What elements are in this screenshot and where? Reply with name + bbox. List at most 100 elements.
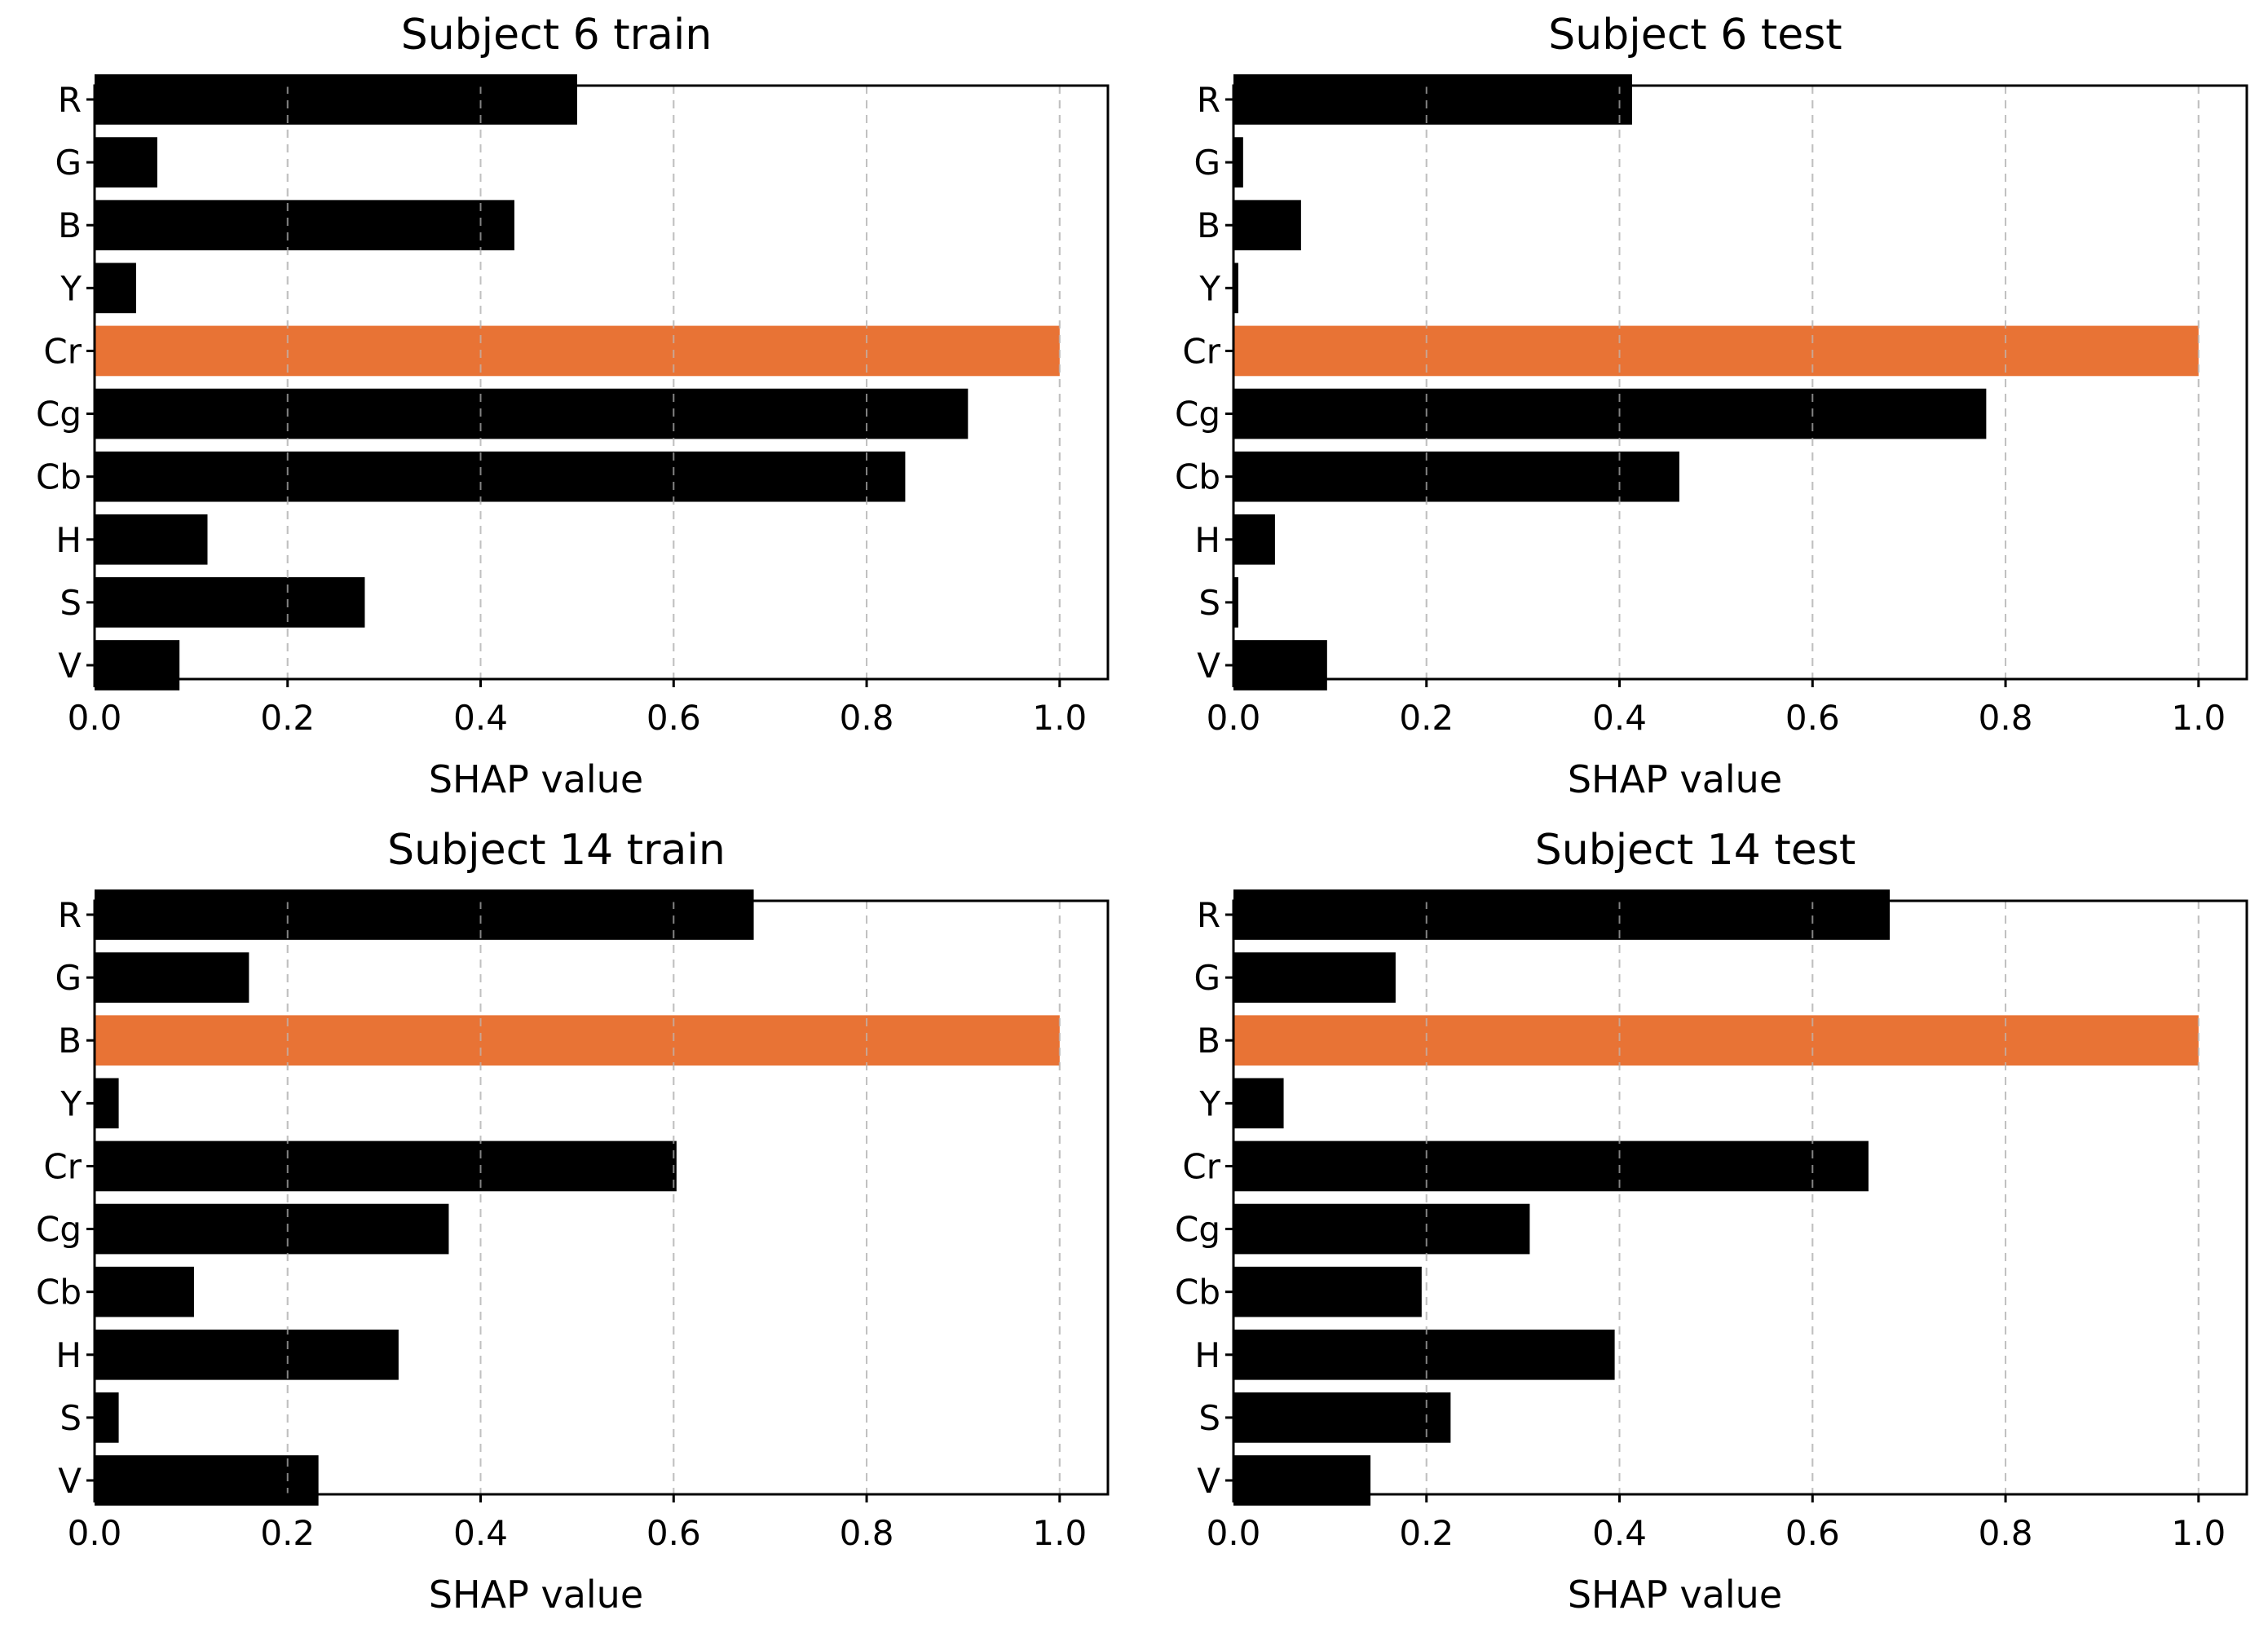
- bar-cg: [95, 388, 969, 439]
- y-tick-label: Cg: [1175, 1210, 1220, 1250]
- bar-cb: [95, 451, 906, 502]
- x-tick-label: 0.4: [1592, 1513, 1647, 1553]
- bar-cr: [95, 325, 1060, 377]
- bar-g: [1233, 952, 1396, 1003]
- bar-y: [1233, 263, 1238, 314]
- bar-h: [1233, 514, 1275, 565]
- x-tick-label: 0.4: [453, 698, 508, 738]
- x-tick-label: 0.0: [68, 1513, 122, 1553]
- bar-s: [95, 1392, 119, 1443]
- y-tick-label: B: [1197, 1021, 1220, 1061]
- x-axis-label: SHAP value: [1568, 757, 1782, 801]
- y-tick-label: Cg: [36, 395, 82, 435]
- chart-title: Subject 14 train: [387, 826, 726, 875]
- bar-s: [1233, 1392, 1451, 1443]
- y-tick-label: Y: [1198, 268, 1220, 308]
- y-tick-label: V: [1197, 646, 1220, 686]
- x-tick-label: 0.2: [260, 698, 315, 738]
- x-tick-label: 0.6: [1785, 698, 1840, 738]
- y-tick-label: R: [1197, 895, 1220, 935]
- bar-y: [95, 263, 136, 314]
- bar-v: [95, 1455, 319, 1506]
- x-tick-label: 0.6: [646, 1513, 701, 1553]
- y-tick-label: Y: [60, 268, 82, 308]
- plot-frame: [1232, 84, 2248, 681]
- x-tick-label: 1.0: [1032, 698, 1087, 738]
- bar-r: [95, 74, 577, 125]
- bar-cr: [95, 1140, 677, 1192]
- bar-y: [1233, 1078, 1284, 1129]
- chart-title: Subject 14 test: [1535, 826, 1855, 875]
- bar-cg: [1233, 388, 1987, 439]
- x-axis-label: SHAP value: [429, 1573, 643, 1617]
- y-tick-label: Cr: [1182, 1146, 1220, 1186]
- bar-v: [1233, 1455, 1371, 1506]
- y-tick-label: B: [58, 205, 82, 245]
- x-tick-label: 0.4: [453, 1513, 508, 1553]
- bar-g: [1233, 137, 1243, 188]
- bar-y: [95, 1078, 119, 1129]
- x-tick-label: 1.0: [2171, 1513, 2226, 1553]
- y-tick-label: Cb: [36, 1273, 82, 1313]
- x-tick-label: 0.8: [1979, 698, 2033, 738]
- bar-cb: [1233, 1266, 1422, 1317]
- bar-b: [95, 200, 514, 251]
- x-tick-label: 0.4: [1592, 698, 1647, 738]
- y-tick-label: Cg: [36, 1210, 82, 1250]
- x-tick-label: 0.0: [1207, 1513, 1261, 1553]
- y-tick-label: Cb: [1175, 457, 1220, 497]
- bar-b: [95, 1015, 1060, 1066]
- bar-r: [1233, 889, 1890, 940]
- y-tick-label: B: [58, 1021, 82, 1061]
- x-tick-label: 0.8: [840, 1513, 894, 1553]
- x-tick-label: 0.8: [840, 698, 894, 738]
- y-tick-label: V: [58, 646, 82, 686]
- bar-s: [95, 577, 365, 628]
- x-tick-label: 0.2: [1399, 1513, 1454, 1553]
- x-tick-label: 0.0: [68, 698, 122, 738]
- y-tick-label: H: [1194, 1335, 1220, 1375]
- y-tick-label: H: [55, 520, 82, 560]
- y-tick-label: G: [55, 143, 82, 183]
- y-tick-label: Cb: [36, 457, 82, 497]
- y-tick-label: Y: [1198, 1083, 1220, 1123]
- x-tick-label: 0.6: [646, 698, 701, 738]
- bar-s: [1233, 577, 1238, 628]
- bar-g: [95, 952, 249, 1003]
- bar-cb: [1233, 451, 1679, 502]
- plot-frame: [93, 899, 1110, 1496]
- bar-cb: [95, 1266, 194, 1317]
- y-tick-label: Cb: [1175, 1273, 1220, 1313]
- y-tick-label: S: [1198, 583, 1220, 623]
- y-tick-label: H: [1194, 520, 1220, 560]
- bar-g: [95, 137, 157, 188]
- y-tick-label: H: [55, 1335, 82, 1375]
- y-tick-label: R: [58, 895, 82, 935]
- bar-cr: [1233, 325, 2199, 377]
- x-tick-label: 0.2: [260, 1513, 315, 1553]
- bar-h: [95, 1329, 399, 1380]
- y-tick-label: Y: [60, 1083, 82, 1123]
- plot-frame: [93, 84, 1110, 681]
- bar-cg: [1233, 1203, 1530, 1255]
- x-axis-label: SHAP value: [429, 757, 643, 801]
- y-tick-label: G: [1194, 958, 1220, 998]
- x-tick-label: 1.0: [2171, 698, 2226, 738]
- y-tick-label: R: [58, 80, 82, 120]
- y-tick-label: V: [58, 1461, 82, 1501]
- plot-frame: [1232, 899, 2248, 1496]
- y-tick-label: G: [55, 958, 82, 998]
- y-tick-label: S: [60, 1398, 82, 1438]
- y-tick-label: R: [1197, 80, 1220, 120]
- y-tick-label: Cr: [43, 331, 82, 371]
- x-tick-label: 1.0: [1032, 1513, 1087, 1553]
- y-tick-label: G: [1194, 143, 1220, 183]
- y-tick-label: Cr: [1182, 331, 1220, 371]
- chart-title: Subject 6 test: [1548, 11, 1842, 60]
- bar-h: [1233, 1329, 1615, 1380]
- chart-title: Subject 6 train: [401, 11, 713, 60]
